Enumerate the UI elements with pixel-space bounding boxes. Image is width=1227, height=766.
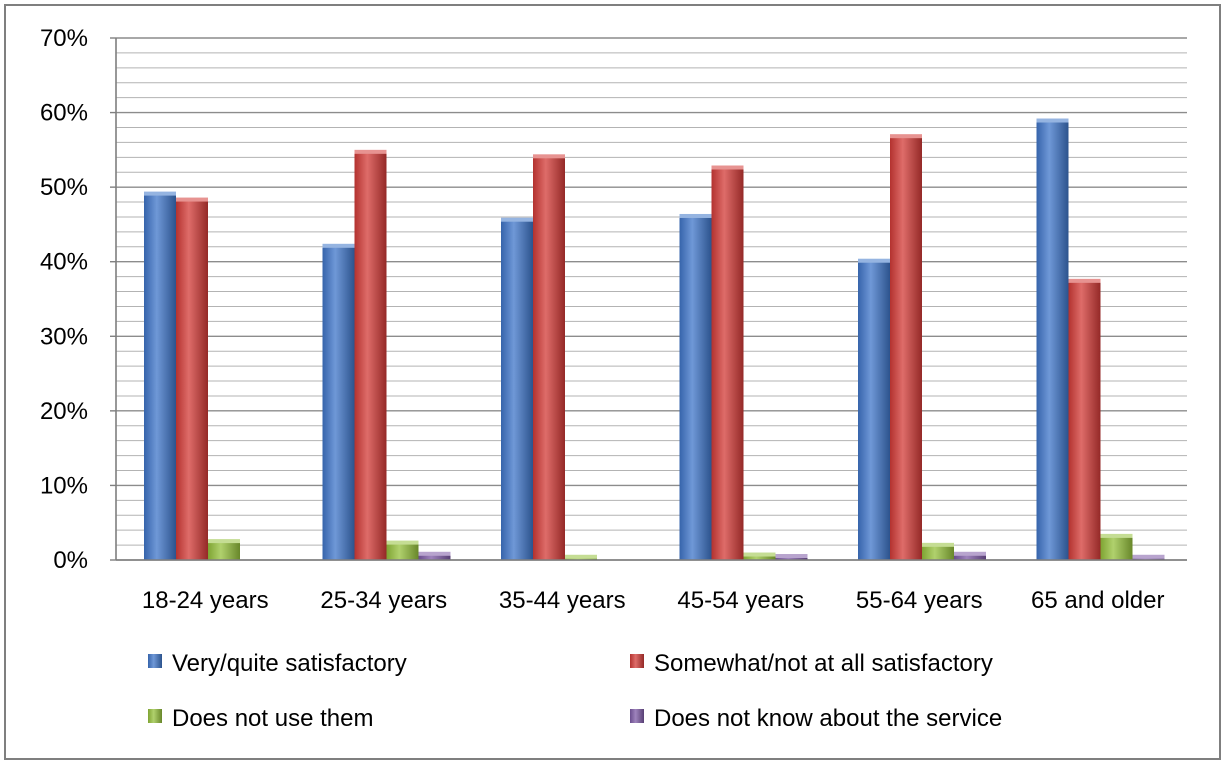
legend: Very/quite satisfactory Somewhat/not at a… bbox=[148, 650, 1002, 732]
legend-label: Very/quite satisfactory bbox=[172, 650, 407, 677]
bar-3-1 bbox=[208, 542, 240, 560]
legend-swatch bbox=[630, 709, 644, 723]
x-tick-label: 65 and older bbox=[1031, 587, 1164, 614]
x-tick-label: 55-64 years bbox=[856, 587, 983, 614]
y-tick-label: 30% bbox=[40, 323, 88, 350]
bar-cap-4-2 bbox=[418, 551, 451, 556]
bar-cap-1-3 bbox=[501, 217, 533, 222]
bar-cap-2-3 bbox=[533, 154, 565, 159]
legend-swatch bbox=[630, 654, 644, 668]
bar-cap-3-1 bbox=[208, 539, 240, 544]
y-tick-label: 40% bbox=[40, 249, 88, 276]
bar-cap-1-2 bbox=[322, 243, 355, 248]
bar-2-2 bbox=[354, 152, 387, 560]
bar-cap-4-4 bbox=[775, 554, 808, 559]
gridlines bbox=[116, 37, 1187, 561]
bar-1-2 bbox=[322, 246, 355, 561]
bar-cap-3-2 bbox=[386, 540, 419, 545]
bar-cap-3-4 bbox=[743, 552, 776, 557]
bar-2-3 bbox=[533, 157, 565, 561]
y-tick-label: 10% bbox=[40, 472, 88, 499]
bar-cap-3-6 bbox=[1100, 533, 1133, 538]
bar-3-2 bbox=[386, 543, 419, 560]
bar-cap-1-6 bbox=[1036, 118, 1069, 123]
x-tick-label: 18-24 years bbox=[142, 587, 269, 614]
y-tick-label: 0% bbox=[53, 547, 88, 574]
y-tick-label: 70% bbox=[40, 25, 88, 52]
bar-2-4 bbox=[711, 168, 744, 560]
x-axis-ticks: 18-24 years 25-34 years 35-44 years 45-54 y… bbox=[142, 587, 1165, 614]
legend-label: Does not know about the service bbox=[654, 705, 1002, 732]
bar-2-1 bbox=[176, 200, 208, 560]
bar-cap-2-2 bbox=[354, 149, 387, 154]
x-tick-label: 45-54 years bbox=[677, 587, 804, 614]
bars bbox=[144, 118, 1165, 561]
y-axis-ticks: 0% 10% 20% 30% 40% 50% 60% 70% bbox=[40, 25, 88, 574]
bar-cap-3-5 bbox=[922, 542, 954, 547]
axes bbox=[110, 37, 1187, 561]
bar-4-5 bbox=[954, 554, 986, 560]
y-tick-label: 60% bbox=[40, 100, 88, 127]
bar-cap-4-6 bbox=[1132, 554, 1165, 559]
legend-swatch bbox=[148, 654, 162, 668]
bar-cap-2-6 bbox=[1068, 278, 1101, 283]
bar-2-6 bbox=[1068, 281, 1101, 560]
bar-cap-1-5 bbox=[858, 258, 890, 263]
legend-label: Does not use them bbox=[172, 705, 373, 732]
bar-1-5 bbox=[858, 261, 890, 560]
legend-label: Somewhat/not at all satisfactory bbox=[654, 650, 993, 677]
bar-4-2 bbox=[418, 554, 451, 560]
bar-cap-3-3 bbox=[565, 554, 597, 559]
bar-cap-4-5 bbox=[954, 551, 986, 556]
bar-cap-1-4 bbox=[679, 213, 712, 218]
bar-cap-2-5 bbox=[890, 134, 922, 139]
bar-1-6 bbox=[1036, 121, 1069, 561]
bar-4-4 bbox=[775, 557, 808, 560]
y-tick-label: 20% bbox=[40, 398, 88, 425]
bar-3-6 bbox=[1100, 536, 1133, 560]
y-tick-label: 50% bbox=[40, 174, 88, 201]
bar-cap-2-1 bbox=[176, 197, 208, 202]
bar-4-6 bbox=[1132, 557, 1165, 560]
bar-1-3 bbox=[501, 220, 533, 560]
bar-3-4 bbox=[743, 555, 776, 560]
x-tick-label: 35-44 years bbox=[499, 587, 626, 614]
bar-cap-2-4 bbox=[711, 165, 744, 170]
bar-2-5 bbox=[890, 137, 922, 560]
x-tick-label: 25-34 years bbox=[320, 587, 447, 614]
bar-1-4 bbox=[679, 216, 712, 560]
bar-3-3 bbox=[565, 557, 597, 560]
legend-swatch bbox=[148, 709, 162, 723]
bar-3-5 bbox=[922, 545, 954, 560]
bar-1-1 bbox=[144, 194, 176, 560]
bar-cap-1-1 bbox=[144, 191, 176, 196]
